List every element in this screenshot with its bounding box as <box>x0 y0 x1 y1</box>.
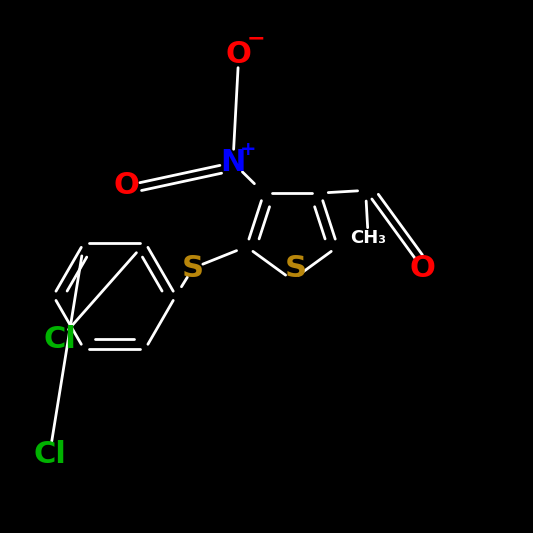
Text: S: S <box>182 254 204 282</box>
Text: Cl: Cl <box>33 440 66 469</box>
Text: N: N <box>220 148 246 177</box>
Text: CH₃: CH₃ <box>350 229 386 247</box>
Text: +: + <box>240 140 256 159</box>
Text: O: O <box>226 40 252 69</box>
Text: O: O <box>409 254 435 282</box>
Text: O: O <box>114 171 140 200</box>
Text: Cl: Cl <box>43 325 76 354</box>
Text: S: S <box>284 254 306 282</box>
Text: −: − <box>247 28 265 49</box>
